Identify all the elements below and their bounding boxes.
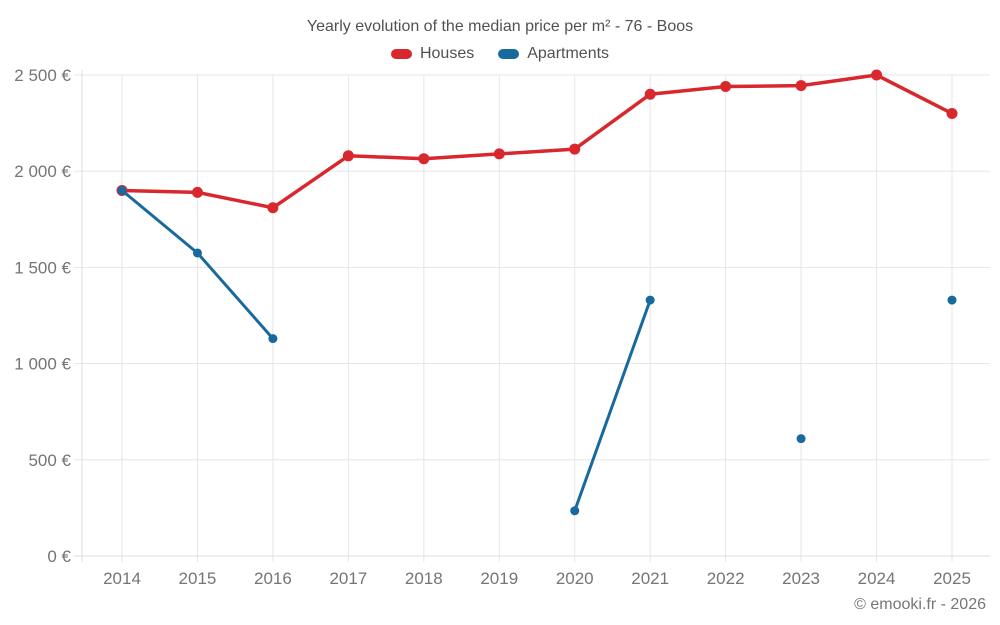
x-tick-label: 2021 [631, 569, 669, 588]
data-point-houses-2016[interactable] [267, 202, 279, 214]
series-line-houses [120, 73, 954, 210]
x-tick-label: 2025 [933, 569, 971, 588]
x-tick-label: 2020 [556, 569, 594, 588]
y-tick-label: 2 000 € [14, 162, 71, 181]
data-point-houses-2023[interactable] [795, 80, 807, 92]
data-point-houses-2018[interactable] [418, 153, 430, 165]
x-tick-label: 2017 [329, 569, 367, 588]
x-tick-label: 2019 [480, 569, 518, 588]
y-tick-label: 1 000 € [14, 355, 71, 374]
data-point-apartments-2015[interactable] [192, 248, 202, 258]
chart-legend: Houses Apartments [0, 45, 1000, 63]
data-point-apartments-2021[interactable] [645, 295, 655, 305]
x-tick-label: 2014 [103, 569, 141, 588]
x-tick-label: 2022 [707, 569, 745, 588]
x-tick-label: 2023 [782, 569, 820, 588]
legend-marker-apartments [498, 49, 520, 59]
data-point-houses-2024[interactable] [871, 69, 883, 81]
data-point-apartments-2023[interactable] [796, 434, 806, 444]
data-point-apartments-2014[interactable] [117, 185, 127, 195]
legend-item-houses[interactable]: Houses [390, 45, 475, 63]
data-point-apartments-2016[interactable] [268, 334, 278, 344]
data-point-apartments-2020[interactable] [570, 506, 580, 516]
y-tick-label: 2 500 € [14, 66, 71, 85]
x-tick-label: 2024 [858, 569, 896, 588]
legend-marker-houses [390, 49, 412, 59]
data-point-houses-2025[interactable] [946, 107, 958, 119]
x-tick-label: 2018 [405, 569, 443, 588]
series-line-apartments [573, 298, 652, 513]
y-tick-label: 1 500 € [14, 258, 71, 277]
x-tick-label: 2016 [254, 569, 292, 588]
legend-label: Apartments [527, 45, 610, 62]
data-point-houses-2019[interactable] [493, 148, 505, 160]
y-tick-label: 0 € [47, 547, 71, 566]
data-point-houses-2020[interactable] [569, 143, 581, 155]
legend-label: Houses [419, 45, 475, 62]
data-point-houses-2017[interactable] [342, 150, 354, 162]
copyright-text: © emooki.fr - 2026 [854, 596, 986, 613]
chart-title: Yearly evolution of the median price per… [306, 18, 694, 35]
data-point-houses-2015[interactable] [191, 186, 203, 198]
data-point-houses-2021[interactable] [644, 88, 656, 100]
data-point-houses-2022[interactable] [720, 81, 732, 93]
x-tick-label: 2015 [179, 569, 217, 588]
y-tick-label: 500 € [28, 451, 71, 470]
legend-item-apartments[interactable]: Apartments [498, 45, 609, 63]
data-point-apartments-2025[interactable] [947, 295, 957, 305]
